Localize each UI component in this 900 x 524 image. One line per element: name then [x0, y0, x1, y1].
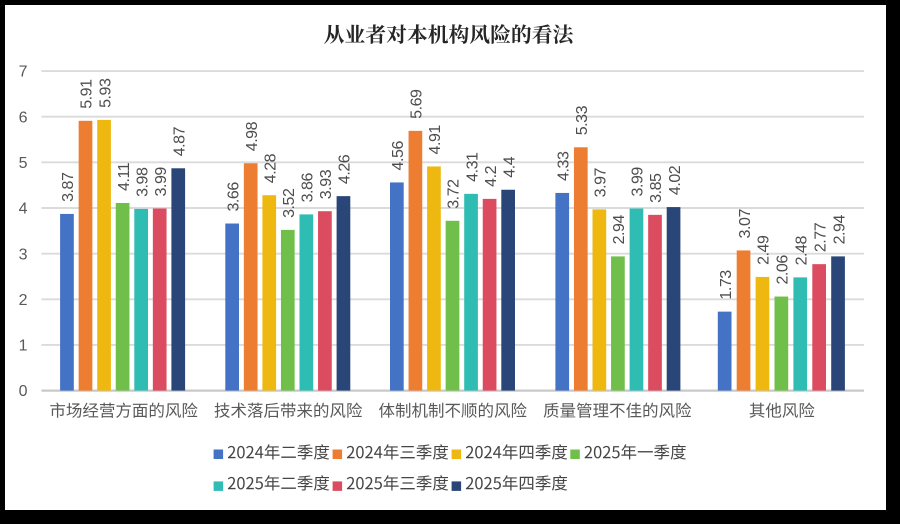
svg-text:4.98: 4.98	[244, 121, 261, 151]
svg-text:4.26: 4.26	[337, 154, 354, 184]
svg-text:3.85: 3.85	[648, 173, 665, 203]
svg-text:4.33: 4.33	[555, 151, 572, 181]
svg-text:2.06: 2.06	[775, 255, 792, 285]
svg-text:2.77: 2.77	[812, 222, 829, 252]
svg-text:0: 0	[19, 383, 28, 400]
svg-text:1.73: 1.73	[718, 270, 735, 300]
svg-text:4: 4	[19, 201, 28, 218]
svg-text:3.97: 3.97	[593, 167, 610, 197]
svg-text:3.07: 3.07	[737, 209, 754, 239]
svg-text:3: 3	[19, 246, 28, 263]
svg-text:5: 5	[19, 155, 28, 172]
svg-text:4.28: 4.28	[262, 153, 279, 183]
svg-text:6: 6	[19, 109, 28, 126]
svg-text:3.66: 3.66	[225, 182, 242, 212]
svg-text:3.98: 3.98	[134, 167, 151, 197]
svg-text:5.33: 5.33	[574, 105, 591, 135]
svg-text:2: 2	[19, 292, 28, 309]
svg-text:5.93: 5.93	[97, 78, 114, 108]
svg-text:3.86: 3.86	[300, 172, 317, 202]
svg-text:4.91: 4.91	[427, 125, 444, 155]
svg-text:4.4: 4.4	[501, 156, 518, 177]
svg-text:4.02: 4.02	[667, 165, 684, 195]
svg-text:3.93: 3.93	[318, 169, 335, 199]
svg-text:1: 1	[19, 338, 28, 355]
svg-text:3.87: 3.87	[60, 172, 77, 202]
svg-text:4.87: 4.87	[171, 126, 188, 156]
svg-text:4.11: 4.11	[116, 162, 133, 191]
svg-text:5.91: 5.91	[79, 79, 96, 109]
svg-text:3.99: 3.99	[630, 167, 647, 197]
svg-text:2.49: 2.49	[756, 235, 773, 265]
svg-text:2.48: 2.48	[793, 235, 810, 265]
svg-text:4.31: 4.31	[464, 152, 481, 182]
svg-text:4.56: 4.56	[390, 141, 407, 171]
svg-text:3.52: 3.52	[281, 188, 298, 218]
svg-text:5.69: 5.69	[409, 89, 426, 119]
svg-text:2.94: 2.94	[611, 214, 628, 244]
svg-text:4.2: 4.2	[483, 165, 500, 186]
svg-text:2.94: 2.94	[831, 214, 848, 244]
svg-text:7: 7	[19, 64, 28, 81]
svg-text:3.99: 3.99	[153, 167, 170, 197]
svg-text:3.72: 3.72	[446, 179, 463, 209]
